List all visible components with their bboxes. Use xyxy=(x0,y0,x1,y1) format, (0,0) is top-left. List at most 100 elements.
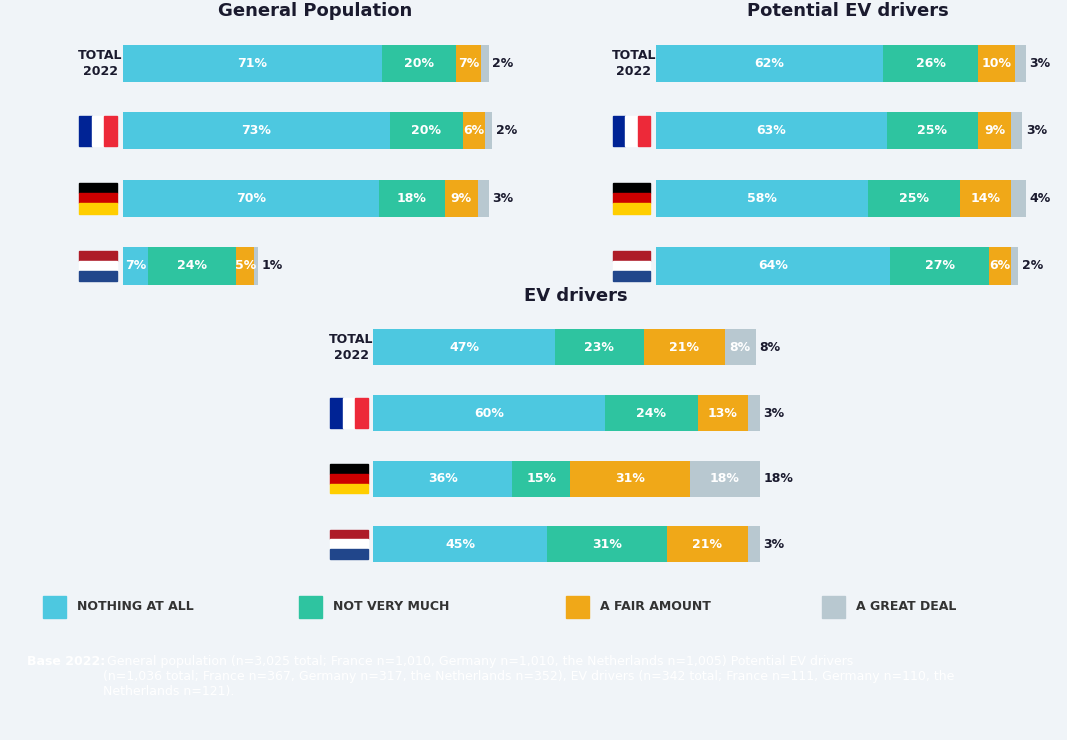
Bar xyxy=(978,45,1015,82)
Bar xyxy=(887,112,978,149)
Text: 20%: 20% xyxy=(412,124,442,138)
Bar xyxy=(236,247,254,284)
Bar xyxy=(1015,45,1025,82)
Text: 21%: 21% xyxy=(692,538,722,551)
Bar xyxy=(43,596,66,618)
Bar xyxy=(331,474,367,484)
Bar xyxy=(656,247,890,284)
Bar xyxy=(79,115,92,146)
Text: 14%: 14% xyxy=(971,192,1001,205)
Bar xyxy=(79,251,117,261)
Text: 62%: 62% xyxy=(754,57,784,70)
Bar xyxy=(656,45,883,82)
Bar xyxy=(656,112,887,149)
Text: 45%: 45% xyxy=(445,538,475,551)
Bar xyxy=(331,539,367,549)
Bar xyxy=(1012,247,1018,284)
Bar xyxy=(869,180,960,217)
Bar xyxy=(698,395,748,431)
Bar xyxy=(978,112,1012,149)
Bar xyxy=(373,329,555,366)
Text: 71%: 71% xyxy=(238,57,268,70)
Text: 18%: 18% xyxy=(397,192,427,205)
Text: 31%: 31% xyxy=(616,472,646,485)
Text: TOTAL
2022: TOTAL 2022 xyxy=(78,49,123,78)
Text: 2%: 2% xyxy=(492,57,513,70)
Bar xyxy=(883,45,978,82)
Text: 13%: 13% xyxy=(708,406,738,420)
Bar xyxy=(612,251,650,261)
Bar xyxy=(571,460,690,497)
Text: 26%: 26% xyxy=(915,57,945,70)
Text: 31%: 31% xyxy=(592,538,622,551)
Bar xyxy=(1012,180,1025,217)
Bar xyxy=(343,398,355,428)
Text: 3%: 3% xyxy=(764,538,784,551)
Text: 3%: 3% xyxy=(492,192,513,205)
Bar xyxy=(373,460,512,497)
Text: 20%: 20% xyxy=(404,57,434,70)
Bar xyxy=(456,45,481,82)
Bar xyxy=(690,460,760,497)
Bar xyxy=(299,596,322,618)
Text: NOT VERY MUCH: NOT VERY MUCH xyxy=(333,600,449,613)
Bar xyxy=(331,484,367,494)
Bar xyxy=(638,115,651,146)
Text: 64%: 64% xyxy=(759,260,789,272)
Bar xyxy=(389,112,463,149)
Text: 27%: 27% xyxy=(925,260,955,272)
Text: 2%: 2% xyxy=(1022,260,1044,272)
Text: 18%: 18% xyxy=(710,472,739,485)
Bar xyxy=(724,329,755,366)
Bar xyxy=(822,596,845,618)
Text: 3%: 3% xyxy=(1025,124,1047,138)
Bar xyxy=(890,247,989,284)
Bar xyxy=(989,247,1012,284)
Bar xyxy=(612,261,650,271)
Bar xyxy=(481,45,489,82)
Bar xyxy=(123,112,389,149)
Bar xyxy=(1012,112,1022,149)
Bar xyxy=(79,261,117,271)
Text: 2%: 2% xyxy=(496,124,517,138)
Text: 10%: 10% xyxy=(982,57,1012,70)
Title: General Population: General Population xyxy=(218,1,412,20)
Bar xyxy=(92,115,105,146)
Bar xyxy=(123,180,379,217)
Bar xyxy=(331,464,367,474)
Text: 7%: 7% xyxy=(125,260,146,272)
Text: 25%: 25% xyxy=(899,192,929,205)
Text: Base 2022:: Base 2022: xyxy=(27,655,105,668)
Text: 24%: 24% xyxy=(177,260,207,272)
Bar xyxy=(612,271,650,281)
Bar xyxy=(254,247,258,284)
Bar xyxy=(643,329,724,366)
Text: TOTAL
2022: TOTAL 2022 xyxy=(611,49,656,78)
Text: 9%: 9% xyxy=(984,124,1005,138)
Bar xyxy=(612,204,650,214)
Bar xyxy=(148,247,236,284)
Text: 24%: 24% xyxy=(637,406,667,420)
Bar xyxy=(566,596,589,618)
Bar xyxy=(478,180,489,217)
Text: 3%: 3% xyxy=(1030,57,1051,70)
Bar xyxy=(373,526,547,562)
Text: 60%: 60% xyxy=(475,406,505,420)
Text: 8%: 8% xyxy=(730,341,751,354)
Text: 8%: 8% xyxy=(760,341,781,354)
Bar xyxy=(445,180,478,217)
Text: NOTHING AT ALL: NOTHING AT ALL xyxy=(77,600,193,613)
Bar xyxy=(123,247,148,284)
Bar xyxy=(612,193,650,204)
Bar xyxy=(331,549,367,559)
Bar xyxy=(463,112,484,149)
Text: 58%: 58% xyxy=(747,192,777,205)
Bar xyxy=(960,180,1012,217)
Text: 3%: 3% xyxy=(764,406,784,420)
Text: 36%: 36% xyxy=(428,472,458,485)
Bar xyxy=(123,45,382,82)
Bar xyxy=(79,193,117,204)
Bar xyxy=(612,115,625,146)
Title: Potential EV drivers: Potential EV drivers xyxy=(747,1,950,20)
Bar xyxy=(382,45,456,82)
